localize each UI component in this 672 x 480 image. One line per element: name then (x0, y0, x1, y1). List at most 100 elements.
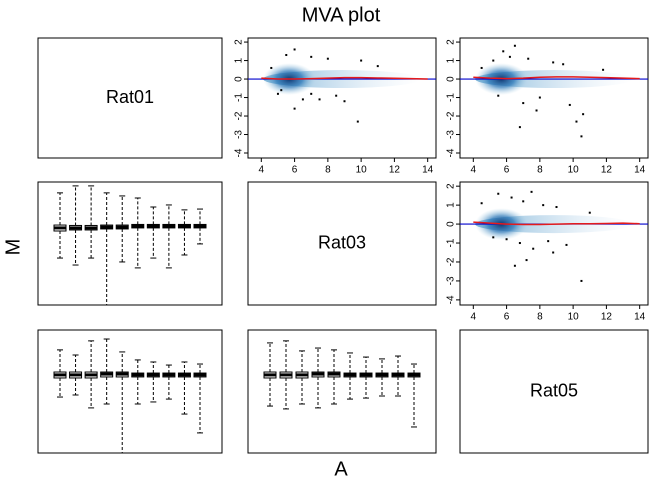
outlier-point (518, 126, 521, 129)
outlier-point (356, 120, 359, 123)
x-tick-label: 8 (537, 312, 543, 323)
outlier-point (518, 242, 521, 245)
outlier-point (535, 109, 538, 112)
x-tick-label: 8 (325, 165, 331, 176)
y-tick-label: 0 (234, 76, 245, 82)
loess-line (473, 221, 640, 226)
panel-frame (459, 37, 649, 159)
y-tick-label: -4 (234, 148, 245, 157)
outlier-point (525, 259, 528, 262)
y-tick-label: -3 (446, 276, 457, 285)
outlier-point (508, 55, 511, 58)
panel-frame (247, 329, 437, 454)
outlier-point (492, 236, 495, 239)
outlier-point (538, 96, 541, 99)
x-tick-label: 4 (259, 165, 265, 176)
outlier-point (522, 102, 525, 105)
y-tick-label: -4 (446, 148, 457, 157)
outlier-point (505, 238, 508, 241)
y-tick-label: 0 (446, 221, 457, 227)
outlier-point (580, 135, 583, 138)
y-tick-label: -1 (234, 93, 245, 102)
outlier-point (513, 44, 516, 47)
loess-line (473, 76, 640, 80)
y-tick-label: 1 (234, 57, 245, 63)
outlier-point (318, 98, 321, 101)
x-tick-label: 4 (471, 165, 477, 176)
y-tick-label: 1 (446, 202, 457, 208)
outlier-point (532, 247, 535, 250)
outlier-point (480, 66, 483, 69)
x-tick-label: 6 (292, 165, 298, 176)
x-tick-label: 10 (568, 165, 580, 176)
y-tick-label: -1 (446, 238, 457, 247)
panel-frame (37, 329, 223, 454)
y-tick-label: -4 (446, 295, 457, 304)
x-tick-label: 4 (471, 312, 477, 323)
outlier-point (513, 264, 516, 267)
outlier-point (335, 94, 338, 97)
outlier-point (522, 200, 525, 203)
outlier-point (310, 92, 313, 95)
x-tick-label: 12 (601, 312, 613, 323)
y-tick-label: 2 (446, 183, 457, 189)
outlier-point (310, 55, 313, 58)
outlier-point (582, 113, 585, 116)
outlier-point (360, 59, 363, 62)
outlier-point (285, 54, 288, 57)
y-tick-label: 1 (446, 57, 457, 63)
x-tick-label: 10 (568, 312, 580, 323)
y-tick-label: 2 (446, 39, 457, 45)
x-axis-label: A (334, 458, 348, 480)
outlier-point (376, 65, 379, 68)
outlier-point (552, 61, 555, 64)
panel-frame (459, 181, 649, 306)
x-tick-label: 14 (634, 165, 646, 176)
outlier-point (480, 202, 483, 205)
y-tick-label: -3 (234, 130, 245, 139)
x-tick-label: 6 (504, 165, 510, 176)
outlier-point (276, 92, 279, 95)
loess-line (261, 76, 428, 80)
y-tick-label: -2 (234, 111, 245, 120)
x-tick-label: 14 (422, 165, 434, 176)
panel-label: Rat03 (318, 232, 366, 252)
outlier-point (552, 251, 555, 254)
panel-frame (37, 37, 223, 159)
x-tick-label: 12 (389, 165, 401, 176)
panel-label: Rat05 (530, 380, 578, 400)
x-tick-label: 8 (537, 165, 543, 176)
panel-frame (247, 181, 437, 306)
outlier-point (580, 279, 583, 282)
x-tick-label: 14 (634, 312, 646, 323)
outlier-point (293, 48, 296, 51)
outlier-point (301, 98, 304, 101)
x-tick-label: 10 (356, 165, 368, 176)
outlier-point (326, 57, 329, 60)
y-tick-label: 0 (446, 76, 457, 82)
x-tick-label: 6 (504, 312, 510, 323)
outlier-point (293, 107, 296, 110)
y-tick-label: -3 (446, 130, 457, 139)
outlier-point (343, 100, 346, 103)
outlier-point (602, 68, 605, 71)
y-tick-label: -2 (446, 257, 457, 266)
y-tick-label: -1 (446, 93, 457, 102)
outlier-point (565, 243, 568, 246)
x-tick-label: 12 (601, 165, 613, 176)
y-tick-label: -2 (446, 111, 457, 120)
panel-frame (247, 37, 437, 159)
outlier-point (280, 89, 283, 92)
outlier-point (542, 204, 545, 207)
panel-frame (459, 329, 649, 454)
outlier-point (497, 94, 500, 97)
chart-title: MVA plot (302, 4, 381, 26)
outlier-point (555, 206, 558, 209)
outlier-point (270, 66, 273, 69)
outlier-point (575, 120, 578, 123)
panel-label: Rat01 (106, 87, 154, 107)
outlier-point (492, 59, 495, 62)
outlier-point (562, 63, 565, 66)
y-axis-label: M (2, 239, 24, 256)
